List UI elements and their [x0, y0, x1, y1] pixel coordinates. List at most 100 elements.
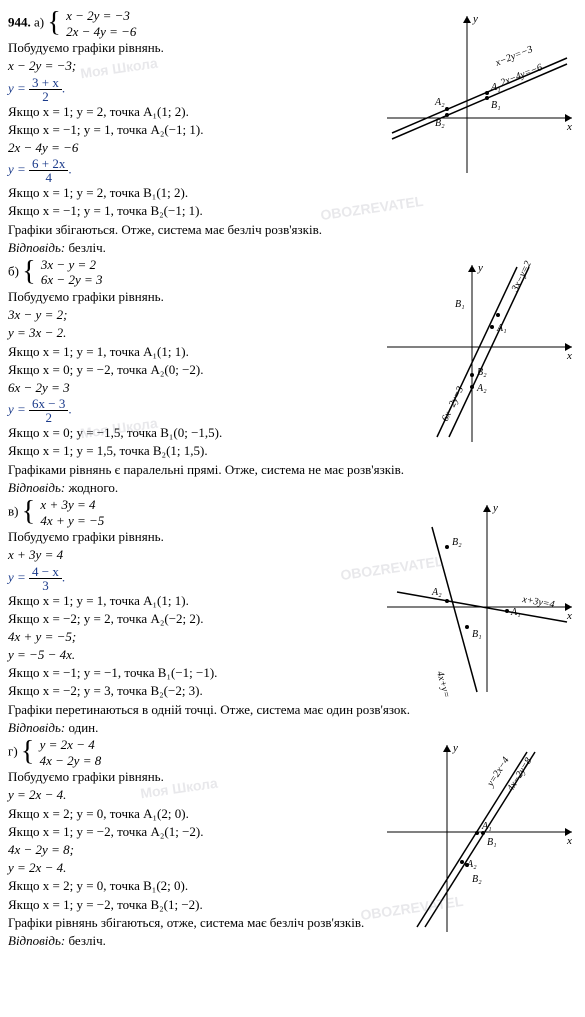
- formula-lhs: y =: [8, 569, 26, 584]
- text: Якщо x = 1; y = −2, точка A₂(1; −2).: [8, 823, 369, 841]
- svg-text:B₂: B₂: [477, 367, 487, 378]
- svg-text:B₂: B₂: [472, 874, 482, 885]
- svg-text:x: x: [566, 835, 572, 847]
- sys-a-1: x − 2y = −3: [66, 8, 136, 24]
- text: y = 2x − 4.: [8, 859, 369, 877]
- frac-num: 6x − 3: [29, 397, 68, 411]
- sys-d-2: 4x − 2y = 8: [40, 753, 102, 769]
- text: y = 3x − 2.: [8, 324, 369, 342]
- svg-text:y: y: [452, 742, 458, 754]
- conclusion-a: Графіки збігаються. Отже, система має бе…: [8, 221, 577, 239]
- frac-den: 2: [29, 411, 68, 424]
- frac-num: 3 + x: [29, 76, 62, 90]
- text: 3x − y = 2;: [8, 306, 369, 324]
- sys-b-1: 3x − y = 2: [41, 257, 103, 273]
- text: Якщо x = −2; y = 3, точка B₂(−2; 3).: [8, 682, 369, 700]
- text: Якщо x = 1; y = 1, точка A₁(1; 1).: [8, 343, 369, 361]
- text: Якщо x = −2; y = 2, точка A₂(−2; 2).: [8, 610, 369, 628]
- svg-text:B₂: B₂: [435, 118, 445, 129]
- sys-c-2: 4x + y = −5: [40, 513, 104, 529]
- brace-icon: {: [21, 741, 34, 763]
- text: y = 2x − 4.: [8, 786, 369, 804]
- svg-text:y: y: [477, 262, 483, 274]
- part-b-label: б): [8, 263, 19, 278]
- part-c: в) { x + 3y = 4 4x + y = −5 Побудуємо гр…: [8, 497, 577, 701]
- text: Якщо x = 1; y = 1, точка A₁(1; 1).: [8, 592, 369, 610]
- graph-b: x y 3x−y=2 6x−2y=3 A₁ A₂ B₁ B₂: [377, 257, 577, 447]
- part-b: б) { 3x − y = 2 6x − 2y = 3 Побудуємо гр…: [8, 257, 577, 461]
- brace-icon: {: [47, 12, 60, 34]
- sys-b-2: 6x − 2y = 3: [41, 272, 103, 288]
- formula-lhs: y =: [8, 162, 26, 177]
- answer-d: безліч.: [65, 933, 106, 948]
- svg-text:y: y: [472, 13, 478, 25]
- svg-text:B₁: B₁: [487, 837, 497, 848]
- svg-text:x: x: [566, 121, 572, 133]
- svg-text:6x−2y=3: 6x−2y=3: [440, 385, 466, 423]
- text: Побудуємо графіки рівнянь.: [8, 768, 369, 786]
- formula-lhs: y =: [8, 80, 26, 95]
- problem-number: 944.: [8, 15, 31, 30]
- svg-text:x: x: [566, 350, 572, 362]
- svg-text:A₂: A₂: [434, 97, 445, 108]
- graph-d: x y y=2x−4 4x−2y=8 A₁ A₂ B₁ B₂: [377, 737, 577, 937]
- answer-label: Відповідь:: [8, 933, 65, 948]
- text: 6x − 2y = 3: [8, 379, 369, 397]
- frac-num: 4 − x: [29, 565, 62, 579]
- answer-b: жодного.: [65, 480, 118, 495]
- text: Якщо x = −1; y = −1, точка B₁(−1; −1).: [8, 664, 369, 682]
- text: Якщо x = 1; y = 2, точка B₁(1; 2).: [8, 184, 369, 202]
- text: Якщо x = 0; y = −2, точка A₂(0; −2).: [8, 361, 369, 379]
- text: Побудуємо графіки рівнянь.: [8, 288, 369, 306]
- conclusion-c: Графіки перетинаються в одній точці. Отж…: [8, 701, 577, 719]
- svg-text:B₁: B₁: [472, 629, 482, 640]
- svg-text:x: x: [566, 610, 572, 622]
- graph-c: x y x+3y=4 4x+y=−5 A₁ A₂ B₁ B₂: [377, 497, 577, 697]
- svg-text:B₁: B₁: [455, 299, 465, 310]
- svg-text:B₁: B₁: [491, 100, 501, 111]
- svg-text:A₂: A₂: [476, 383, 487, 394]
- graph-a: x y x−2y=−3 2x−4y=−6 A₁ A₂ B₁ B₂: [377, 8, 577, 178]
- text: Побудуємо графіки рівнянь.: [8, 39, 369, 57]
- text: 4x − 2y = 8;: [8, 841, 369, 859]
- answer-c: один.: [65, 720, 98, 735]
- conclusion-b: Графіками рівнянь є паралельні прямі. От…: [8, 461, 577, 479]
- text: Якщо x = −1; y = 1, точка A₂(−1; 1).: [8, 121, 369, 139]
- text: Якщо x = 1; y = 2, точка A₁(1; 2).: [8, 103, 369, 121]
- answer-label: Відповідь:: [8, 720, 65, 735]
- svg-text:A₁: A₁: [490, 82, 501, 93]
- frac-num: 6 + 2x: [29, 157, 68, 171]
- text: y = −5 − 4x.: [8, 646, 369, 664]
- part-d-label: г): [8, 744, 18, 759]
- text: Побудуємо графіки рівнянь.: [8, 528, 369, 546]
- svg-text:x−2y=−3: x−2y=−3: [493, 44, 534, 69]
- brace-icon: {: [22, 501, 35, 523]
- part-d: г) { y = 2x − 4 4x − 2y = 8 Побудуємо гр…: [8, 737, 577, 950]
- frac-den: 3: [29, 579, 62, 592]
- svg-text:A₁: A₁: [510, 607, 521, 618]
- text: 2x − 4y = −6: [8, 139, 369, 157]
- text: Якщо x = 2; y = 0, точка A₁(2; 0).: [8, 805, 369, 823]
- svg-text:2x−4y=−6: 2x−4y=−6: [499, 62, 544, 89]
- part-c-label: в): [8, 504, 18, 519]
- svg-text:A₁: A₁: [496, 323, 507, 334]
- text: Якщо x = 2; y = 0, точка B₁(2; 0).: [8, 877, 369, 895]
- sys-c-1: x + 3y = 4: [40, 497, 104, 513]
- svg-text:y: y: [492, 502, 498, 514]
- svg-text:B₂: B₂: [452, 537, 462, 548]
- part-a: 944. а) { x − 2y = −3 2x − 4y = −6 Побуд…: [8, 8, 577, 221]
- sys-d-1: y = 2x − 4: [40, 737, 102, 753]
- text: 4x + y = −5;: [8, 628, 369, 646]
- frac-den: 4: [29, 171, 68, 184]
- part-a-label: а): [34, 15, 44, 30]
- text: x − 2y = −3;: [8, 57, 369, 75]
- text: Якщо x = 1; y = −2, точка B₂(1; −2).: [8, 896, 369, 914]
- svg-text:A₂: A₂: [431, 587, 442, 598]
- text: x + 3y = 4: [8, 546, 369, 564]
- text: Якщо x = 0; y = −1,5, точка B₁(0; −1,5).: [8, 424, 369, 442]
- text: Якщо x = −1; y = 1, точка B₂(−1; 1).: [8, 202, 369, 220]
- conclusion-d: Графіки рівнянь збігаються, отже, систем…: [8, 914, 369, 932]
- brace-icon: {: [22, 261, 35, 283]
- answer-label: Відповідь:: [8, 480, 65, 495]
- answer-a: безліч.: [65, 240, 106, 255]
